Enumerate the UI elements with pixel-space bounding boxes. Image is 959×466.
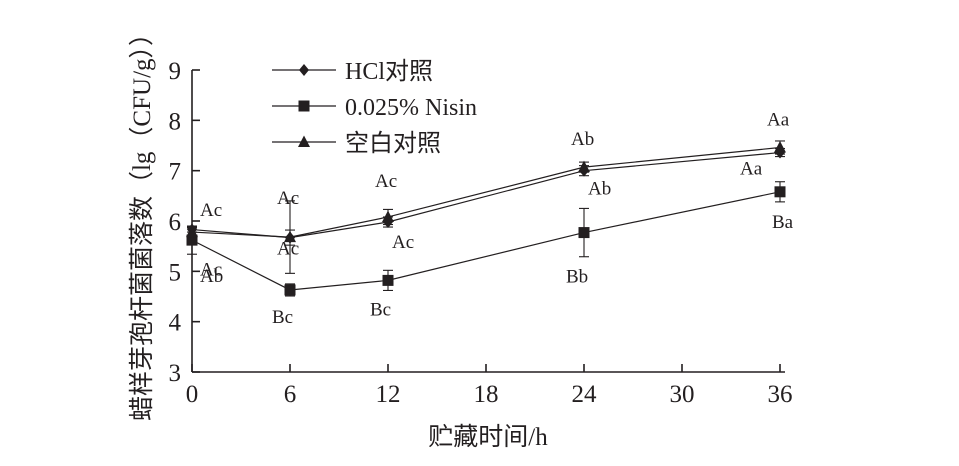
y-tick-label: 8: [169, 108, 182, 135]
significance-label: Ac: [277, 239, 299, 260]
square-marker: [284, 284, 296, 296]
x-tick-label: 30: [670, 381, 695, 408]
y-axis-title: 蜡样芽孢杆菌菌落数（lg（CFU/g））: [128, 21, 156, 421]
square-marker: [298, 100, 310, 112]
triangle-marker: [578, 160, 590, 173]
x-tick-label: 0: [186, 381, 199, 408]
significance-label: Ac: [392, 232, 414, 253]
significance-label: Ab: [588, 179, 611, 200]
square-marker: [578, 227, 590, 239]
diamond-marker: [299, 64, 309, 76]
x-tick-label: 24: [572, 381, 598, 408]
triangle-marker: [284, 230, 296, 243]
x-ticks: 0 6 12 18 24 30 36: [186, 364, 793, 408]
square-marker: [774, 186, 786, 198]
x-tick-label: 6: [284, 381, 297, 408]
significance-label: Bb: [566, 267, 588, 288]
y-tick-label: 9: [169, 58, 182, 85]
y-ticks: 3 4 5 6 7 8 9: [169, 58, 200, 387]
significance-label: Bc: [370, 299, 391, 320]
y-tick-label: 3: [169, 360, 182, 387]
triangle-marker: [382, 210, 394, 222]
triangle-marker: [186, 225, 198, 238]
significance-label: Aa: [767, 110, 790, 131]
triangle-marker: [298, 135, 310, 147]
significance-label: Bc: [272, 307, 293, 328]
x-tick-label: 12: [376, 381, 401, 408]
x-tick-label: 36: [768, 381, 793, 408]
legend-label: 0.025% Nisin: [345, 95, 477, 121]
significance-label: Ba: [772, 212, 794, 233]
significance-label: Ac: [200, 260, 222, 281]
significance-label: Ac: [200, 200, 222, 221]
y-tick-label: 5: [169, 259, 182, 286]
y-tick-label: 4: [169, 310, 182, 337]
square-marker: [382, 274, 394, 286]
significance-label: Ac: [277, 188, 299, 209]
significance-label: Ab: [571, 129, 594, 150]
y-tick-label: 7: [169, 159, 182, 186]
significance-label: Ac: [375, 171, 397, 192]
significance-label: Aa: [740, 159, 763, 180]
legend: HCl对照 0.025% Nisin 空白对照: [272, 58, 477, 157]
legend-label: 空白对照: [345, 130, 441, 157]
y-tick-label: 6: [169, 209, 182, 236]
triangle-marker: [774, 141, 786, 153]
significance-label: Ab: [200, 266, 223, 287]
x-tick-label: 18: [474, 381, 499, 408]
x-axis-title: 贮藏时间/h: [428, 423, 548, 451]
legend-label: HCl对照: [345, 58, 433, 85]
square-marker: [186, 234, 198, 246]
